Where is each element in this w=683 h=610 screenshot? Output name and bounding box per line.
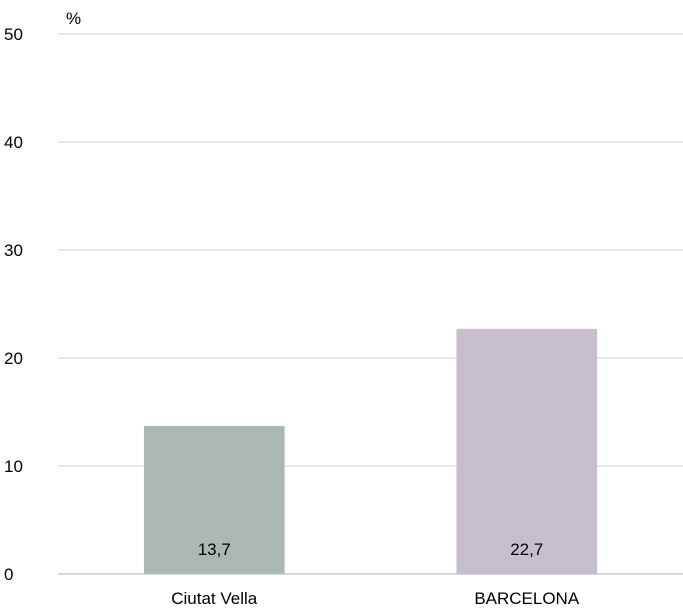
y-tick-label: 50 xyxy=(4,25,23,44)
x-axis-ticks: Ciutat Vella BARCELONA xyxy=(171,589,580,608)
bars xyxy=(143,328,598,574)
y-tick-label: 0 xyxy=(4,565,13,584)
y-tick-label: 40 xyxy=(4,133,23,152)
y-tick-label: 30 xyxy=(4,241,23,260)
y-axis-unit-label: % xyxy=(66,9,81,28)
x-tick-label: Ciutat Vella xyxy=(171,589,258,608)
bar xyxy=(456,328,598,574)
bar-value-label: 22,7 xyxy=(510,540,543,559)
x-tick-label: BARCELONA xyxy=(474,589,580,608)
y-tick-label: 20 xyxy=(4,349,23,368)
bar xyxy=(143,426,285,574)
y-axis-ticks: 0 10 20 30 40 50 xyxy=(4,25,23,584)
y-tick-label: 10 xyxy=(4,457,23,476)
bar-value-label: 13,7 xyxy=(198,540,231,559)
data-labels: 13,7 22,7 xyxy=(198,540,544,559)
